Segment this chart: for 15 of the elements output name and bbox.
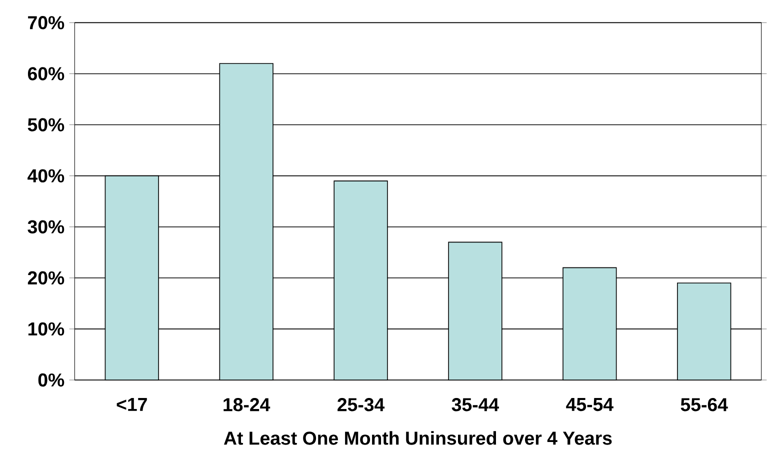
y-tick-label: 60%	[28, 67, 64, 80]
y-tick-label: 40%	[28, 169, 64, 182]
x-tick-label: 35-44	[452, 398, 499, 412]
x-tick-label: 25-34	[338, 398, 385, 412]
y-tick-label: 30%	[28, 220, 64, 234]
x-tick-label: 45-54	[566, 398, 614, 412]
x-tick-label: 55-64	[680, 398, 728, 412]
y-tick-label: 10%	[28, 322, 64, 336]
x-axis-title: At Least One Month Uninsured over 4 Years	[224, 431, 612, 445]
y-tick-label: 50%	[28, 118, 64, 132]
x-tick-label: <17	[116, 398, 147, 411]
x-tick-label: 18-24	[224, 398, 270, 412]
y-tick-label: 0%	[38, 373, 64, 387]
y-tick-label: 20%	[28, 271, 64, 285]
y-tick-label: 70%	[28, 16, 64, 30]
